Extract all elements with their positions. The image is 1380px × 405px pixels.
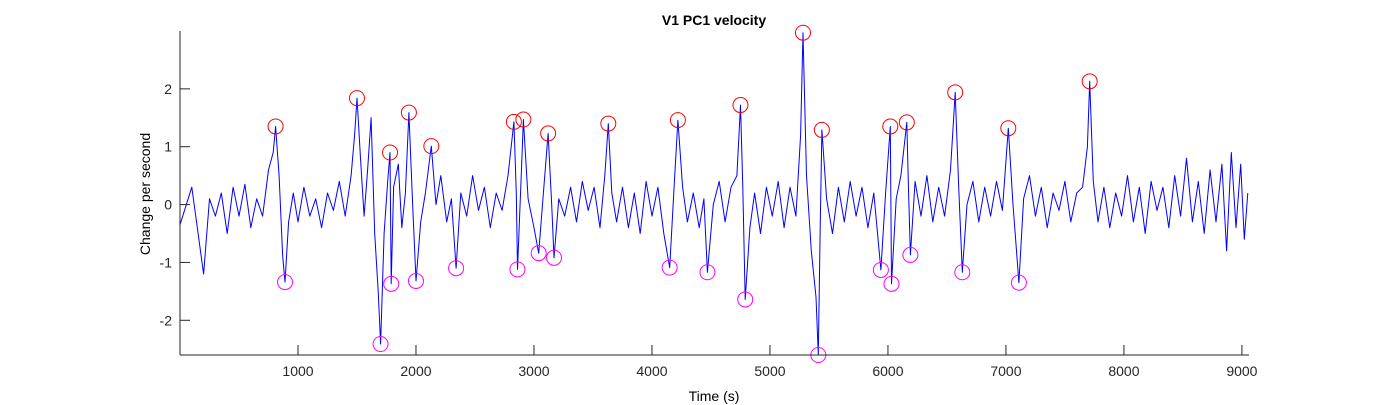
y-tick-label: -1 (160, 254, 173, 270)
trough-marker (902, 246, 919, 263)
trough-marker (661, 259, 678, 276)
trough-marker (699, 264, 716, 281)
trough-marker (546, 249, 563, 266)
x-axis-label: Time (s) (689, 388, 740, 404)
peak-marker (1081, 73, 1098, 90)
x-tick-label: 4000 (636, 363, 667, 379)
x-tick-label: 9000 (1226, 363, 1257, 379)
peak-marker (732, 97, 749, 114)
peak-marker (813, 121, 830, 138)
trough-marker (954, 264, 971, 281)
trough-marker (407, 272, 424, 289)
trough-marker (883, 275, 900, 292)
trough-marker (530, 245, 547, 262)
peak-marker (882, 118, 899, 135)
velocity-series-line (179, 32, 1249, 356)
trough-marker (448, 260, 465, 277)
trough-marker (509, 261, 526, 278)
chart-title: V1 PC1 velocity (662, 12, 766, 28)
trough-marker (737, 291, 754, 308)
peak-marker (898, 114, 915, 131)
x-tick-label: 1000 (282, 363, 313, 379)
peak-marker (540, 125, 557, 142)
peak-marker (423, 138, 440, 155)
x-tick-label: 6000 (872, 363, 903, 379)
peak-marker (505, 113, 522, 130)
peak-marker (348, 90, 365, 107)
y-tick-label: 0 (164, 197, 172, 213)
x-tick-label: 2000 (400, 363, 431, 379)
x-tick-label: 5000 (754, 363, 785, 379)
peak-marker (600, 115, 617, 132)
y-tick-label: -2 (160, 312, 173, 328)
x-tick-label: 7000 (990, 363, 1021, 379)
trough-marker (383, 275, 400, 292)
trough-marker (1010, 274, 1027, 291)
x-tick-label: 8000 (1108, 363, 1139, 379)
y-tick-label: 2 (164, 81, 172, 97)
peak-marker (1000, 120, 1017, 137)
y-axis-label: Change per second (137, 133, 153, 255)
trough-marker (277, 274, 294, 291)
peak-marker (267, 118, 284, 135)
peak-marker (515, 111, 532, 128)
peak-marker (669, 112, 686, 129)
x-tick-label: 3000 (518, 363, 549, 379)
peak-marker (947, 84, 964, 101)
trough-marker (872, 261, 889, 278)
y-tick-label: 1 (164, 139, 172, 155)
peak-marker (400, 104, 417, 121)
peak-marker (382, 144, 399, 161)
axes: 1000 2000 3000 4000 5000 6000 7000 8000 9000 -2 -1… (160, 31, 1258, 379)
trough-marker (372, 336, 389, 353)
plot-area (179, 24, 1249, 363)
peak-marker (794, 24, 811, 41)
